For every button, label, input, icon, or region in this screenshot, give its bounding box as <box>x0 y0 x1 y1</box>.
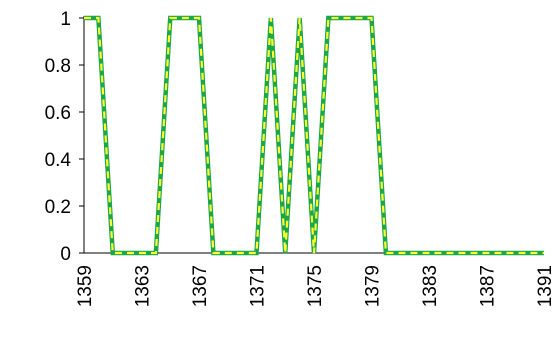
x-tick-label: 1391 <box>535 265 556 307</box>
y-tick-label: 0.8 <box>45 56 71 77</box>
x-tick-label: 1383 <box>420 265 441 307</box>
y-tick-label: 0.4 <box>45 150 72 171</box>
x-tick-labels: 1359 1363 1367 1371 1375 1379 1383 1387 1391 <box>75 265 556 307</box>
x-tick-label: 1371 <box>248 265 269 307</box>
y-tick-label: 0.6 <box>45 103 71 124</box>
y-tick-label: 0.2 <box>45 197 71 218</box>
x-tick-label: 1387 <box>478 265 499 307</box>
series-line-0 <box>84 15 544 256</box>
series-layer <box>83 15 545 256</box>
y-tick-label: 1 <box>60 9 71 30</box>
x-tick-label: 1379 <box>363 265 384 307</box>
x-tick-label: 1375 <box>305 265 326 307</box>
y-tick-labels: 0 0.2 0.4 0.6 0.8 1 <box>45 9 72 265</box>
y-tick-label: 0 <box>60 244 71 265</box>
x-tick-label: 1367 <box>190 265 211 307</box>
x-tick-label: 1359 <box>75 265 96 307</box>
x-tick-label: 1363 <box>133 265 154 307</box>
